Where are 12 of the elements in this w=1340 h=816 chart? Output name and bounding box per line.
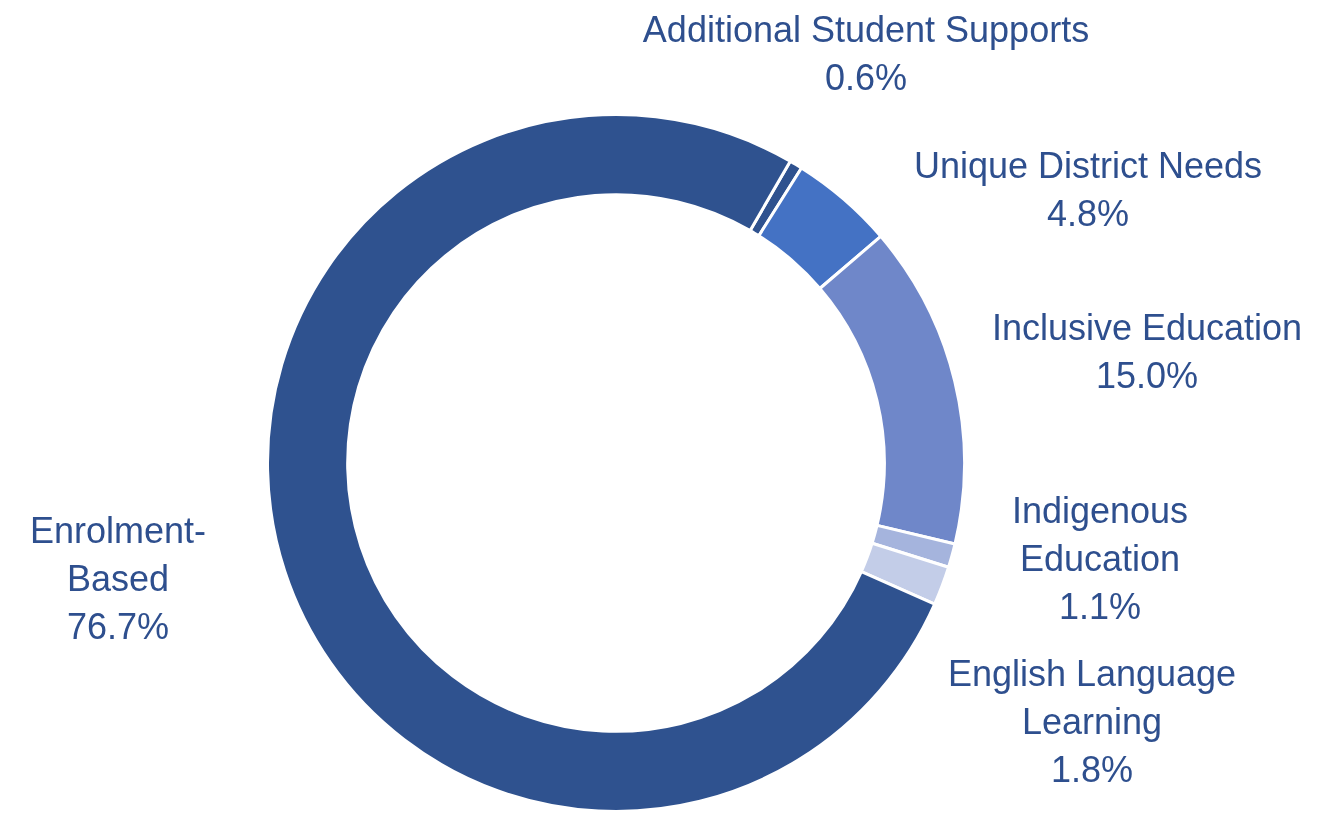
data-label: 0.6%	[824, 56, 908, 98]
slice-label: English Language Learning	[947, 652, 1237, 742]
data-label: 76.7%	[66, 605, 170, 647]
data-label: 1.8%	[1050, 748, 1134, 790]
slice-label: Unique District Needs	[913, 144, 1263, 186]
data-label: 4.8%	[1046, 192, 1130, 234]
slice-label: Inclusive Education	[991, 306, 1303, 348]
slice-label: Additional Student Supports	[642, 8, 1090, 50]
data-label: 1.1%	[1058, 585, 1142, 627]
slice-label: Enrolment-Based	[29, 509, 207, 599]
data-label: 15.0%	[1095, 354, 1199, 396]
slice-label: Indigenous Education	[1011, 489, 1189, 579]
